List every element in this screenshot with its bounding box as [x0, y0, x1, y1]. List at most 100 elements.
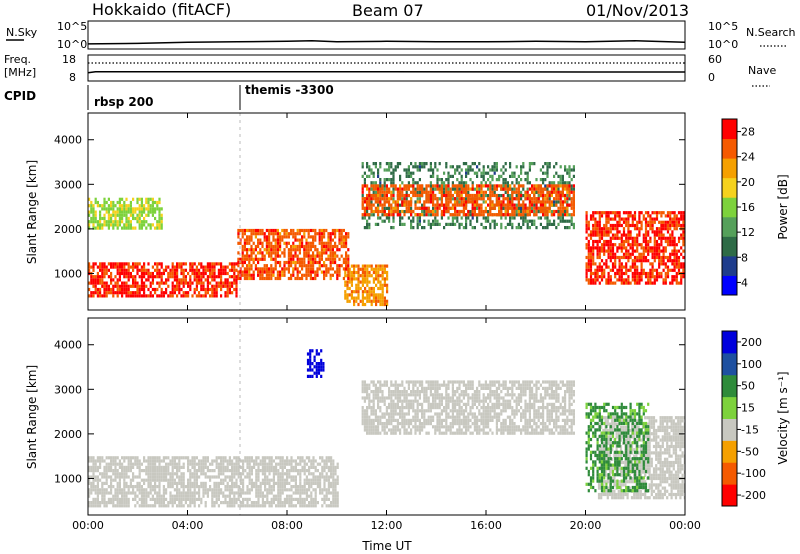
- heatmap-cell: [242, 472, 245, 476]
- heatmap-cell: [235, 287, 238, 292]
- heatmap-cell: [303, 244, 306, 249]
- heatmap-cell: [118, 200, 121, 205]
- heatmap-cell: [594, 278, 597, 282]
- heatmap-cell: [370, 264, 373, 268]
- heatmap-cell: [438, 178, 441, 182]
- heatmap-cell: [544, 206, 547, 210]
- heatmap-cell: [121, 284, 124, 288]
- heatmap-cell: [132, 278, 135, 282]
- heatmap-cell: [272, 485, 275, 489]
- heatmap-cell: [603, 271, 606, 276]
- heatmap-cell: [465, 184, 468, 188]
- heatmap-cell: [243, 276, 246, 281]
- heatmap-cell: [283, 465, 286, 469]
- heatmap-cell: [355, 277, 358, 281]
- heatmap-cell: [110, 262, 113, 266]
- heatmap-cell: [377, 216, 380, 220]
- heatmap-cell: [381, 274, 384, 278]
- heatmap-cell: [211, 459, 214, 463]
- heatmap-cell: [103, 275, 106, 279]
- heatmap-cell: [396, 209, 399, 214]
- heatmap-cell: [173, 271, 176, 276]
- heatmap-cell: [257, 251, 260, 255]
- heatmap-cell: [456, 219, 459, 223]
- heatmap-cell: [239, 459, 242, 463]
- heatmap-cell: [616, 227, 619, 231]
- heatmap-cell: [118, 278, 121, 282]
- heatmap-cell: [92, 265, 95, 269]
- heatmap-cell: [283, 260, 286, 265]
- heatmap-cell: [484, 181, 487, 185]
- heatmap-cell: [325, 248, 328, 252]
- heatmap-cell: [136, 481, 139, 485]
- heatmap-cell: [309, 228, 312, 233]
- heatmap-cell: [482, 209, 485, 214]
- heatmap-cell: [603, 211, 606, 215]
- heatmap-cell: [620, 271, 623, 276]
- heatmap-cell: [298, 248, 301, 252]
- heatmap-cell: [520, 178, 523, 182]
- heatmap-cell: [147, 204, 150, 208]
- heatmap-cell: [434, 203, 437, 207]
- heatmap-cell: [414, 187, 417, 191]
- heatmap-cell: [222, 472, 225, 476]
- heatmap-cell: [526, 174, 529, 178]
- heatmap-cell: [149, 210, 152, 214]
- heatmap-cell: [195, 275, 198, 279]
- heatmap-cell: [246, 235, 249, 239]
- heatmap-cell: [407, 209, 410, 214]
- heatmap-cell: [215, 294, 218, 298]
- heatmap-cell: [101, 284, 104, 288]
- heatmap-cell: [110, 265, 113, 269]
- heatmap-cell: [281, 238, 284, 242]
- heatmap-cell: [381, 264, 384, 268]
- heatmap-cell: [572, 165, 575, 169]
- heatmap-cell: [138, 294, 141, 298]
- heatmap-cell: [101, 501, 104, 505]
- heatmap-cell: [509, 222, 512, 226]
- heatmap-cell: [243, 260, 246, 265]
- heatmap-cell: [250, 472, 253, 476]
- heatmap-cell: [511, 213, 514, 217]
- heatmap-cell: [303, 273, 306, 277]
- heatmap-cell: [265, 267, 268, 271]
- heatmap-cell: [429, 200, 432, 204]
- heatmap-cell: [511, 216, 514, 220]
- heatmap-cell: [132, 226, 135, 230]
- heatmap-cell: [544, 162, 547, 166]
- heatmap-cell: [140, 497, 143, 501]
- heatmap-cell: [568, 213, 571, 217]
- heatmap-cell: [366, 293, 369, 297]
- heatmap-cell: [469, 222, 472, 226]
- heatmap-cell: [222, 494, 225, 498]
- beam-title: Beam 07: [352, 1, 424, 20]
- heatmap-cell: [158, 501, 161, 505]
- heatmap-cell: [255, 504, 258, 508]
- heatmap-cell: [264, 475, 267, 479]
- heatmap-cell: [276, 254, 279, 258]
- heatmap-cell: [127, 504, 130, 508]
- heatmap-cell: [105, 501, 108, 505]
- heatmap-cell: [276, 276, 279, 281]
- heatmap-cell: [217, 485, 220, 489]
- heatmap-cell: [138, 488, 141, 492]
- heatmap-cell: [528, 193, 531, 198]
- heatmap-cell: [189, 504, 192, 508]
- heatmap-cell: [557, 184, 560, 188]
- heatmap-cell: [261, 241, 264, 245]
- heatmap-cell: [528, 187, 531, 191]
- heatmap-cell: [123, 207, 126, 211]
- heatmap-cell: [368, 226, 371, 230]
- heatmap-cell: [156, 223, 159, 227]
- heatmap-cell: [636, 278, 639, 282]
- heatmap-cell: [427, 206, 430, 210]
- heatmap-cell: [279, 235, 282, 239]
- heatmap-cell: [434, 213, 437, 217]
- heatmap-cell: [537, 187, 540, 191]
- heatmap-cell: [598, 275, 601, 279]
- heatmap-cell: [176, 494, 179, 498]
- heatmap-cell: [381, 299, 384, 303]
- heatmap-cell: [546, 209, 549, 214]
- heatmap-cell: [454, 216, 457, 220]
- heatmap-cell: [243, 232, 246, 236]
